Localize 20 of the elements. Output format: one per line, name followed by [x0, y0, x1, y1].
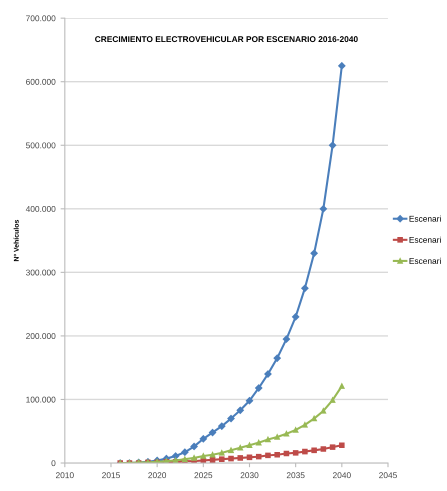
- x-tick-label: 2025: [194, 472, 212, 478]
- y-tick-label: 100.000: [26, 396, 56, 403]
- text: CRECIMIENTO ELECTROVEHICULAR POR ESCENARIO 2016-2040: [95, 36, 358, 42]
- x-tick-label: 2030: [240, 472, 258, 478]
- y-tick-label: 400.000: [26, 206, 56, 212]
- x-tick-label: 2015: [102, 472, 120, 478]
- x-tick-label: 2020: [148, 472, 166, 478]
- y-tick-label: 500.000: [26, 142, 56, 148]
- legend-label: Escenari: [410, 258, 441, 264]
- y-tick-label: 700.000: [26, 15, 56, 22]
- y-tick-label: 200.000: [26, 333, 56, 340]
- legend-label: Escenari: [410, 216, 441, 222]
- x-tick-label: 2010: [56, 472, 74, 478]
- legend-label: Escenari: [410, 236, 441, 243]
- x-tick-label: 2040: [332, 472, 351, 478]
- y-tick-label: 600.000: [26, 78, 56, 85]
- y-tick-label: 0: [51, 460, 56, 466]
- x-tick-label: 2045: [379, 472, 397, 478]
- x-tick-label: 2035: [286, 472, 305, 478]
- y-tick-label: 300.000: [26, 270, 56, 276]
